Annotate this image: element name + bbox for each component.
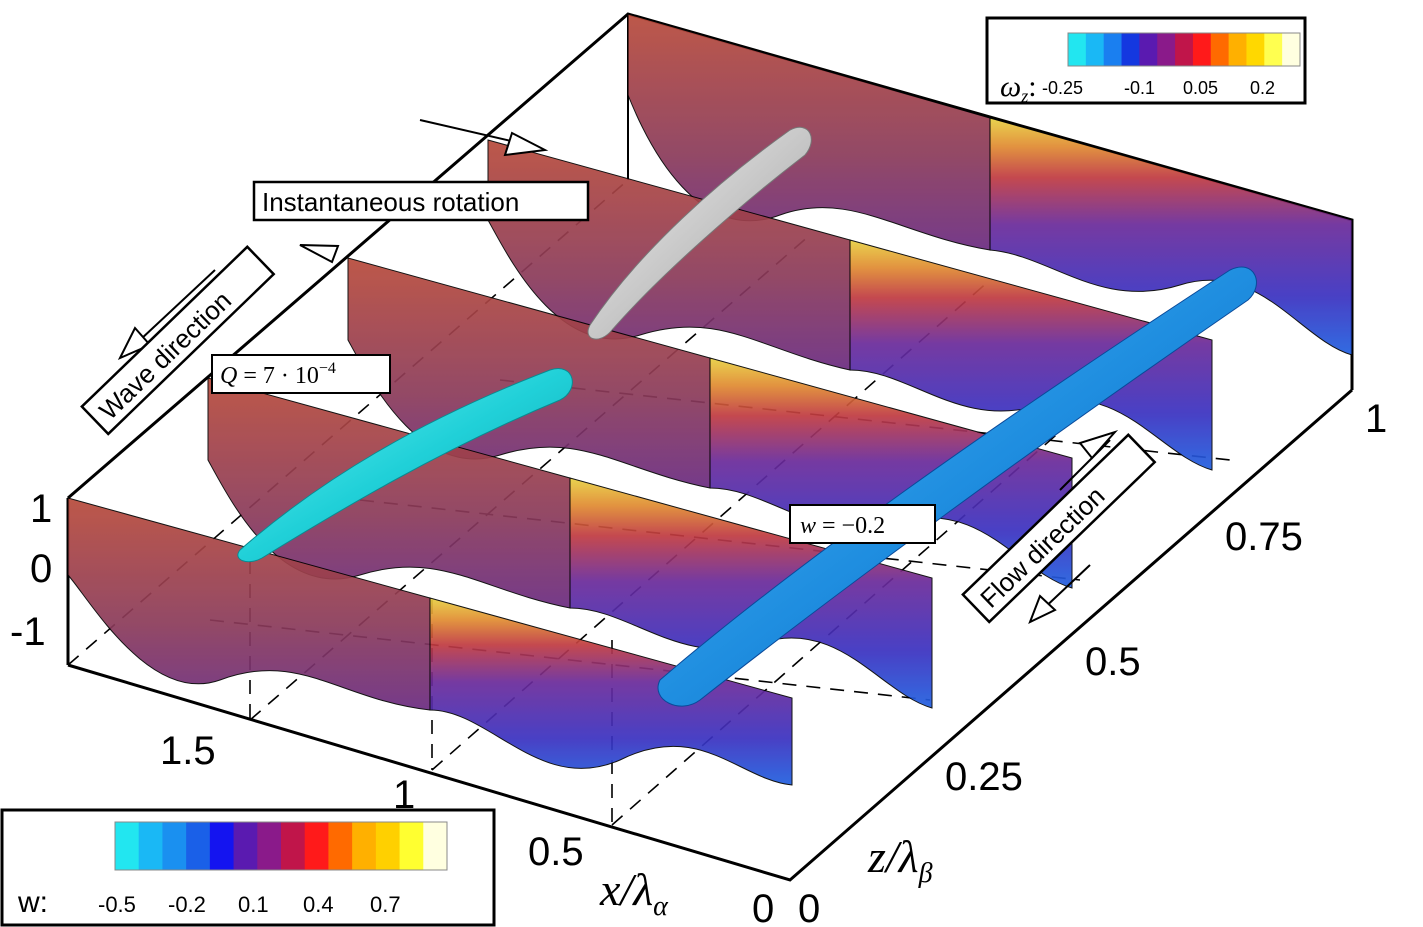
colorbar-wz-tick: -0.25	[1042, 78, 1083, 98]
z-tick: 0.25	[945, 755, 1023, 799]
q-iso-exp: −4	[319, 360, 336, 377]
colorbar-frame	[114, 821, 448, 871]
w-iso-box: w = −0.2	[789, 504, 936, 544]
colorbar-swatch	[186, 822, 211, 870]
x-axis-label: x/λα	[599, 864, 669, 922]
colorbar-wz-symbol: ω	[1000, 70, 1021, 103]
colorbar-swatch	[233, 822, 258, 870]
colorbar-w-label: w:	[17, 886, 48, 919]
colorbar-w-swatches	[114, 821, 448, 871]
vortex-tube-cyan	[237, 368, 573, 563]
vortex-tube-white	[587, 127, 812, 340]
colorbar-swatch	[304, 822, 329, 870]
colorbar-wz-tick: -0.1	[1124, 78, 1155, 98]
colorbar-wz: ωz: -0.25 -0.1 0.05 0.2	[985, 16, 1307, 106]
svg-text:ωz:: ωz:	[1000, 70, 1037, 106]
slab-0	[67, 497, 793, 786]
colorbar-swatch	[399, 822, 424, 870]
colorbar-swatch	[423, 822, 448, 870]
q-iso-eq: = 7 · 10	[237, 363, 319, 389]
x-tick: 1	[393, 773, 415, 817]
colorbar-swatch	[162, 822, 187, 870]
colorbar-wz-subscript: z	[1020, 86, 1028, 106]
z-tick: 0	[798, 887, 820, 927]
colorbar-swatch	[115, 822, 140, 870]
colorbar-swatch	[257, 822, 282, 870]
w-iso-lhs: w	[800, 513, 816, 539]
vortex-tube-blue	[657, 266, 1257, 707]
direction-arrows	[117, 119, 1119, 624]
colorbar-swatch	[1121, 33, 1140, 66]
z-tick: 1	[1365, 397, 1387, 441]
colorbar-swatch	[375, 822, 401, 870]
colorbar-swatch	[1085, 33, 1105, 66]
colorbar-w-tick: -0.2	[168, 892, 206, 917]
x-tick: 1.5	[160, 729, 216, 773]
colorbar-swatch	[1192, 33, 1212, 66]
colorbar-wz-tick: 0.2	[1250, 78, 1275, 98]
colorbar-swatch	[1157, 33, 1176, 66]
colorbar-swatch	[138, 822, 163, 870]
q-iso-lhs: Q	[220, 363, 237, 389]
y-tick: 1	[30, 487, 52, 531]
colorbar-swatch	[1246, 33, 1265, 66]
slab-1	[207, 377, 933, 709]
colorbar-swatch	[1282, 33, 1301, 66]
y-tick: 0	[30, 547, 52, 591]
colorbar-wz-tick: 0.05	[1183, 78, 1218, 98]
colorbar-swatch	[352, 822, 377, 870]
colorbar-wz-colon: :	[1028, 70, 1036, 103]
z-axis-label: z/λβ	[867, 831, 933, 889]
colorbar-w-tick: -0.5	[98, 892, 136, 917]
y-axis-ticks: 1 0 -1	[10, 487, 52, 654]
z-axis-ticks: 0 0.25 0.5 0.75 1	[798, 397, 1387, 927]
colorbar-swatch	[1264, 33, 1283, 66]
colorbar-swatch	[209, 822, 235, 870]
colorbar-swatch	[1210, 33, 1230, 66]
x-axis-ticks: 1.5 1 0.5 0	[160, 729, 774, 927]
colorbar-w-tick: 0.4	[303, 892, 334, 917]
colorbar-swatch	[328, 822, 353, 870]
svg-text:w = −0.2: w = −0.2	[800, 513, 885, 539]
colorbar-wz-swatches	[1067, 32, 1301, 67]
colorbar-w-tick: 0.1	[238, 892, 269, 917]
w-iso-eq: = −0.2	[816, 513, 885, 539]
colorbar-swatch	[281, 822, 306, 870]
z-tick: 0.5	[1085, 640, 1141, 684]
colorbar-swatch	[1228, 33, 1247, 66]
colorbar-swatch	[1175, 33, 1194, 66]
colorbar-swatch	[1139, 33, 1158, 66]
instantaneous-rotation-box: Instantaneous rotation	[252, 180, 590, 222]
instantaneous-rotation-label: Instantaneous rotation	[262, 187, 519, 217]
colorbar-swatch	[1068, 33, 1087, 66]
q-iso-box: Q = 7 · 10−4	[211, 354, 391, 394]
z-tick: 0.75	[1225, 515, 1303, 559]
colorbar-w-tick: 0.7	[370, 892, 401, 917]
y-tick: -1	[10, 610, 46, 654]
x-tick: 0	[752, 887, 774, 927]
colorbar-w: w: -0.5 -0.2 0.1 0.4 0.7	[0, 808, 496, 927]
colorbar-frame	[1067, 32, 1301, 67]
colorbar-swatch	[1103, 33, 1123, 66]
svg-text:Q = 7 · 10−4: Q = 7 · 10−4	[220, 360, 336, 389]
x-tick: 0.5	[528, 830, 584, 874]
